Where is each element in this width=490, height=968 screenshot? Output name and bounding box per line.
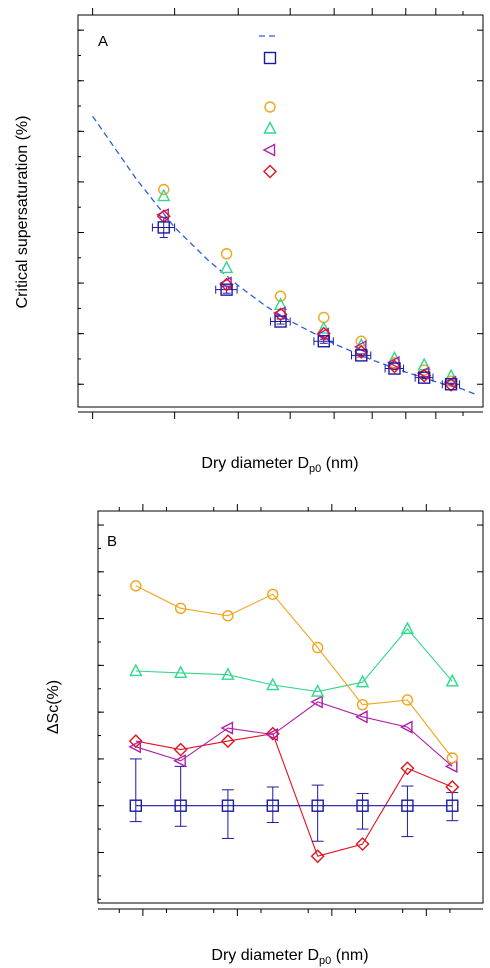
panel-a-point-square — [157, 221, 170, 234]
panel-b-point-triangle-up — [311, 684, 325, 697]
panel-b-point-square — [129, 799, 142, 812]
panel-b-point-circle — [174, 602, 187, 614]
panel-b-point-square — [311, 799, 324, 812]
panel-a-point-circle — [220, 248, 233, 260]
legend-asw-marker — [263, 51, 277, 65]
panel-a-point-triangle-up — [157, 188, 171, 202]
panel-a-point-circle — [318, 311, 330, 324]
panel-b-point-circle — [356, 698, 369, 711]
panel-a-theory-layer — [92, 115, 476, 396]
panel-b-point-diamond — [173, 742, 188, 757]
panel-a-point-square — [444, 378, 458, 391]
nacl-theory-curve — [92, 115, 476, 396]
panel-a: A Critical supersaturation (%) Dry diame… — [14, 8, 484, 475]
panel-b-series-line — [135, 585, 453, 759]
panel-b-point-diamond — [220, 734, 235, 749]
panel-b-point-square — [401, 799, 414, 812]
legend-marker-diamond — [263, 164, 277, 179]
panel-b-series-line — [135, 701, 453, 767]
panel-a-point-square — [388, 362, 401, 375]
panel-a-xlabel-sub: p0 — [309, 463, 321, 475]
panel-a-marks-layer — [151, 183, 461, 392]
panel-b-point-triangle-up — [266, 677, 280, 691]
panel-b-point-circle — [311, 641, 324, 654]
panel-b-point-square — [174, 799, 187, 812]
panel-b-xlabel-unit: (nm) — [331, 947, 368, 964]
panel-b-point-circle — [446, 752, 458, 764]
panel-b-point-triangle-up — [400, 621, 415, 635]
panel-a-point-diamond — [444, 377, 459, 392]
panel-a-point-triangle-up — [444, 368, 458, 382]
panel-a-ylabel: Critical supersaturation (%) — [14, 116, 31, 309]
panel-a-xlabel-main: Dry diameter D — [201, 455, 309, 472]
panel-a-point-diamond — [417, 368, 432, 383]
panel-a-point-square — [355, 349, 368, 362]
panel-b-point-triangle-up — [174, 665, 188, 679]
panel-b-point-circle — [401, 694, 414, 706]
panel-b-point-triangle-up — [129, 663, 143, 677]
panel-b-xlabel-sub: p0 — [319, 955, 331, 967]
panel-b-plot-frame — [97, 510, 484, 904]
panel-b-point-triangle-left — [444, 759, 458, 774]
panel-b-point-triangle-left — [128, 740, 141, 754]
panel-b-point-square — [221, 799, 235, 812]
panel-b-xlabel: Dry diameter Dp0 (nm) — [211, 947, 368, 967]
panel-a-point-circle — [274, 290, 287, 302]
panel-b-point-triangle-up — [355, 674, 370, 688]
legend-marker-triangle-up — [263, 120, 277, 134]
panel-b-point-circle — [222, 610, 234, 622]
panel-b-point-diamond — [128, 734, 143, 749]
panel-a-plot-frame — [77, 14, 484, 408]
panel-a-xlabel-unit: (nm) — [321, 455, 358, 472]
panel-b-marks-layer — [128, 580, 460, 864]
panel-a-point-square — [417, 371, 431, 384]
panel-b-point-triangle-left — [173, 754, 186, 768]
panel-b-point-diamond — [355, 837, 370, 852]
panel-b-point-triangle-left — [399, 720, 413, 734]
panel-a-point-square — [317, 335, 330, 348]
panel-b-point-triangle-up — [221, 667, 235, 680]
panel-b-point-triangle-left — [355, 710, 368, 724]
panel-a-point-circle — [158, 183, 170, 196]
panel-a-point-triangle-up — [317, 321, 331, 334]
panel-a-axes — [78, 8, 483, 419]
panel-a-label: A — [98, 33, 108, 50]
panel-b-point-triangle-left — [220, 721, 234, 735]
panel-a-xlabel: Dry diameter Dp0 (nm) — [201, 455, 358, 475]
panel-b-series-line — [135, 628, 453, 693]
panel-b-point-diamond — [445, 780, 460, 794]
panel-b-point-square — [356, 799, 369, 812]
panel-b-point-circle — [130, 580, 142, 592]
panel-a-legend — [259, 35, 278, 179]
panel-b-point-triangle-left — [310, 695, 323, 709]
legend-marker-circle — [264, 101, 276, 113]
panel-b-axes — [98, 504, 483, 916]
panel-b-point-square — [446, 799, 459, 812]
panel-b-point-circle — [267, 588, 279, 600]
panel-b: B ΔSc(%) Dry diameter Dp0 (nm) — [45, 504, 484, 967]
panel-b-series-line — [135, 733, 453, 857]
panel-b-point-diamond — [400, 761, 415, 776]
panel-a-point-square — [220, 283, 233, 296]
panel-a-point-diamond — [219, 277, 234, 292]
panel-b-point-triangle-up — [445, 673, 459, 687]
legend-marker-triangle-left — [262, 143, 276, 157]
panel-b-xlabel-main: Dry diameter D — [211, 947, 319, 964]
panel-a-point-square — [274, 315, 287, 328]
panel-a-point-diamond — [316, 326, 331, 341]
panel-a-point-triangle-up — [219, 260, 234, 274]
panel-b-point-square — [266, 799, 279, 812]
panel-b-point-triangle-left — [265, 727, 278, 742]
panel-a-point-diamond — [273, 307, 288, 322]
panel-b-ylabel: ΔSc(%) — [45, 680, 62, 734]
panel-b-label: B — [107, 533, 117, 550]
panel-a-point-diamond — [387, 359, 402, 374]
panel-a-point-triangle-left — [316, 327, 329, 341]
panel-b-point-diamond — [310, 849, 325, 864]
